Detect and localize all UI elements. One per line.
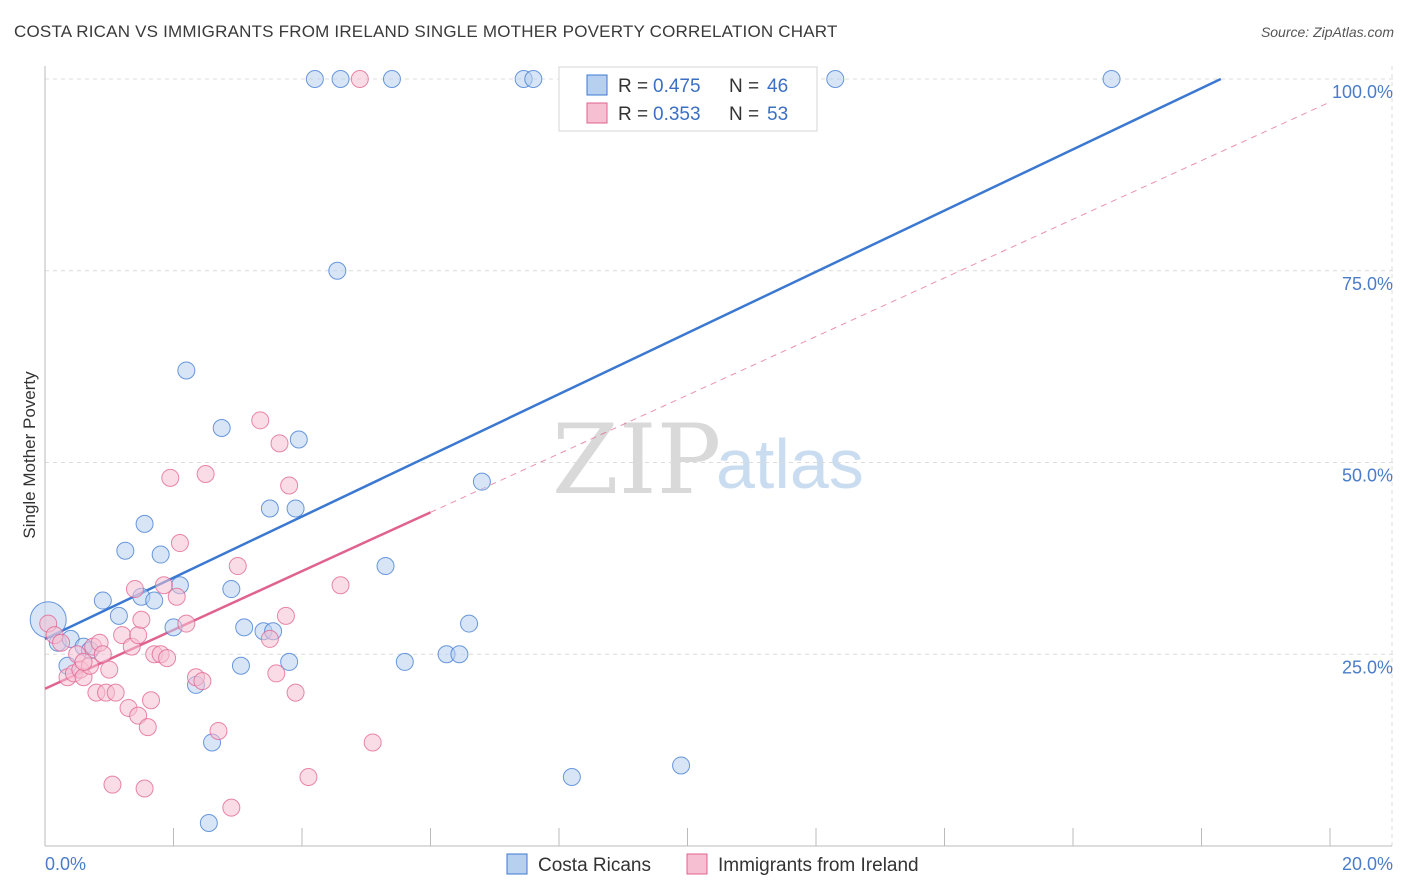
point-immigrants-ireland [331, 576, 350, 595]
point-immigrants-ireland [286, 683, 305, 702]
point-costa-ricans [460, 614, 479, 633]
legend: R = 0.475 N = 46 R = 0.353 N = 53 [558, 66, 818, 132]
bottom-legend-swatch-pink [686, 853, 708, 875]
point-costa-ricans [93, 591, 112, 610]
point-costa-ricans [199, 813, 218, 832]
point-immigrants-ireland [132, 610, 151, 629]
y-tick-label: 100.0% [1332, 82, 1393, 102]
point-costa-ricans [562, 767, 581, 786]
point-immigrants-ireland [161, 468, 180, 487]
point-immigrants-ireland [135, 779, 154, 798]
chart-title: COSTA RICAN VS IMMIGRANTS FROM IRELAND S… [14, 22, 838, 41]
point-immigrants-ireland [280, 476, 299, 495]
point-immigrants-ireland [209, 721, 228, 740]
point-immigrants-ireland [260, 629, 279, 648]
bottom-legend-swatch-blue [506, 853, 528, 875]
point-costa-ricans [328, 261, 347, 280]
point-immigrants-ireland [350, 70, 369, 88]
point-costa-ricans [212, 418, 231, 437]
point-immigrants-ireland [154, 576, 173, 595]
point-costa-ricans [826, 70, 845, 88]
bottom-legend-immigrants-ireland: Immigrants from Ireland [718, 855, 919, 876]
point-costa-ricans [135, 514, 154, 533]
point-costa-ricans [472, 472, 491, 491]
point-immigrants-ireland [125, 580, 144, 599]
legend-r-label-1: R = [618, 76, 648, 97]
point-immigrants-ireland [251, 411, 270, 430]
point-costa-ricans [231, 656, 250, 675]
point-immigrants-ireland [74, 652, 93, 671]
point-costa-ricans [395, 652, 414, 671]
point-immigrants-ireland [93, 645, 112, 664]
point-immigrants-ireland [100, 660, 119, 679]
y-axis-label: Single Mother Poverty [20, 371, 39, 539]
y-tick-label: 75.0% [1342, 274, 1393, 294]
legend-n-value-1: 46 [767, 76, 788, 97]
point-costa-ricans [672, 756, 691, 775]
point-costa-ricans [151, 545, 170, 564]
point-immigrants-ireland [129, 706, 148, 725]
point-immigrants-ireland [222, 798, 241, 817]
point-immigrants-ireland [170, 534, 189, 553]
point-costa-ricans [1102, 70, 1121, 88]
source-label: Source: ZipAtlas.com [1260, 24, 1394, 40]
watermark-zip: ZIP [552, 404, 721, 516]
point-costa-ricans [177, 361, 196, 380]
point-costa-ricans [280, 652, 299, 671]
point-costa-ricans [145, 591, 164, 610]
point-costa-ricans [222, 580, 241, 599]
legend-n-label-1: N = [729, 76, 759, 97]
point-immigrants-ireland [299, 767, 318, 786]
point-immigrants-ireland [228, 557, 247, 576]
trend-extension-immigrants-ireland [430, 101, 1331, 513]
point-immigrants-ireland [167, 587, 186, 606]
point-immigrants-ireland [363, 733, 382, 752]
point-costa-ricans [524, 70, 543, 88]
legend-n-value-2: 53 [767, 104, 788, 125]
point-costa-ricans [109, 606, 128, 625]
point-immigrants-ireland [270, 434, 289, 453]
point-costa-ricans [116, 541, 135, 560]
point-immigrants-ireland [129, 626, 148, 645]
point-immigrants-ireland [267, 664, 286, 683]
legend-n-label-2: N = [729, 104, 759, 125]
y-tick-label: 25.0% [1342, 657, 1393, 677]
legend-swatch-pink [586, 102, 608, 124]
point-immigrants-ireland [196, 465, 215, 484]
point-costa-ricans [376, 557, 395, 576]
point-costa-ricans [286, 499, 305, 518]
bottom-legend: Costa Ricans Immigrants from Ireland [506, 853, 919, 876]
x-tick-label-max: 20.0% [1342, 854, 1393, 874]
point-costa-ricans [260, 499, 279, 518]
point-costa-ricans [289, 430, 308, 449]
watermark-atlas: atlas [716, 425, 864, 503]
point-costa-ricans [331, 70, 350, 88]
bottom-legend-costa-ricans: Costa Ricans [538, 855, 651, 876]
point-immigrants-ireland [193, 672, 212, 691]
point-immigrants-ireland [158, 649, 177, 668]
point-costa-ricans [305, 70, 324, 88]
point-immigrants-ireland [276, 606, 295, 625]
point-immigrants-ireland [52, 633, 71, 652]
x-tick-label-min: 0.0% [45, 854, 86, 874]
point-immigrants-ireland [106, 683, 125, 702]
point-immigrants-ireland [103, 775, 122, 794]
point-costa-ricans [382, 70, 401, 88]
trend-lines [44, 77, 1331, 690]
point-immigrants-ireland [177, 614, 196, 633]
axes [44, 66, 1392, 847]
point-immigrants-ireland [142, 691, 161, 710]
point-immigrants-ireland [138, 718, 157, 737]
point-costa-ricans [235, 618, 254, 637]
tick-labels: 25.0% 50.0% 75.0% 100.0% 0.0% 20.0% [45, 82, 1393, 874]
trend-line-costa-ricans [44, 77, 1222, 641]
legend-r-value-1: 0.475 [653, 76, 701, 97]
legend-swatch-blue [586, 74, 608, 96]
y-tick-label: 50.0% [1342, 466, 1393, 486]
legend-r-value-2: 0.353 [653, 104, 701, 125]
data-points [29, 70, 1121, 832]
point-costa-ricans [450, 645, 469, 664]
legend-r-label-2: R = [618, 104, 648, 125]
